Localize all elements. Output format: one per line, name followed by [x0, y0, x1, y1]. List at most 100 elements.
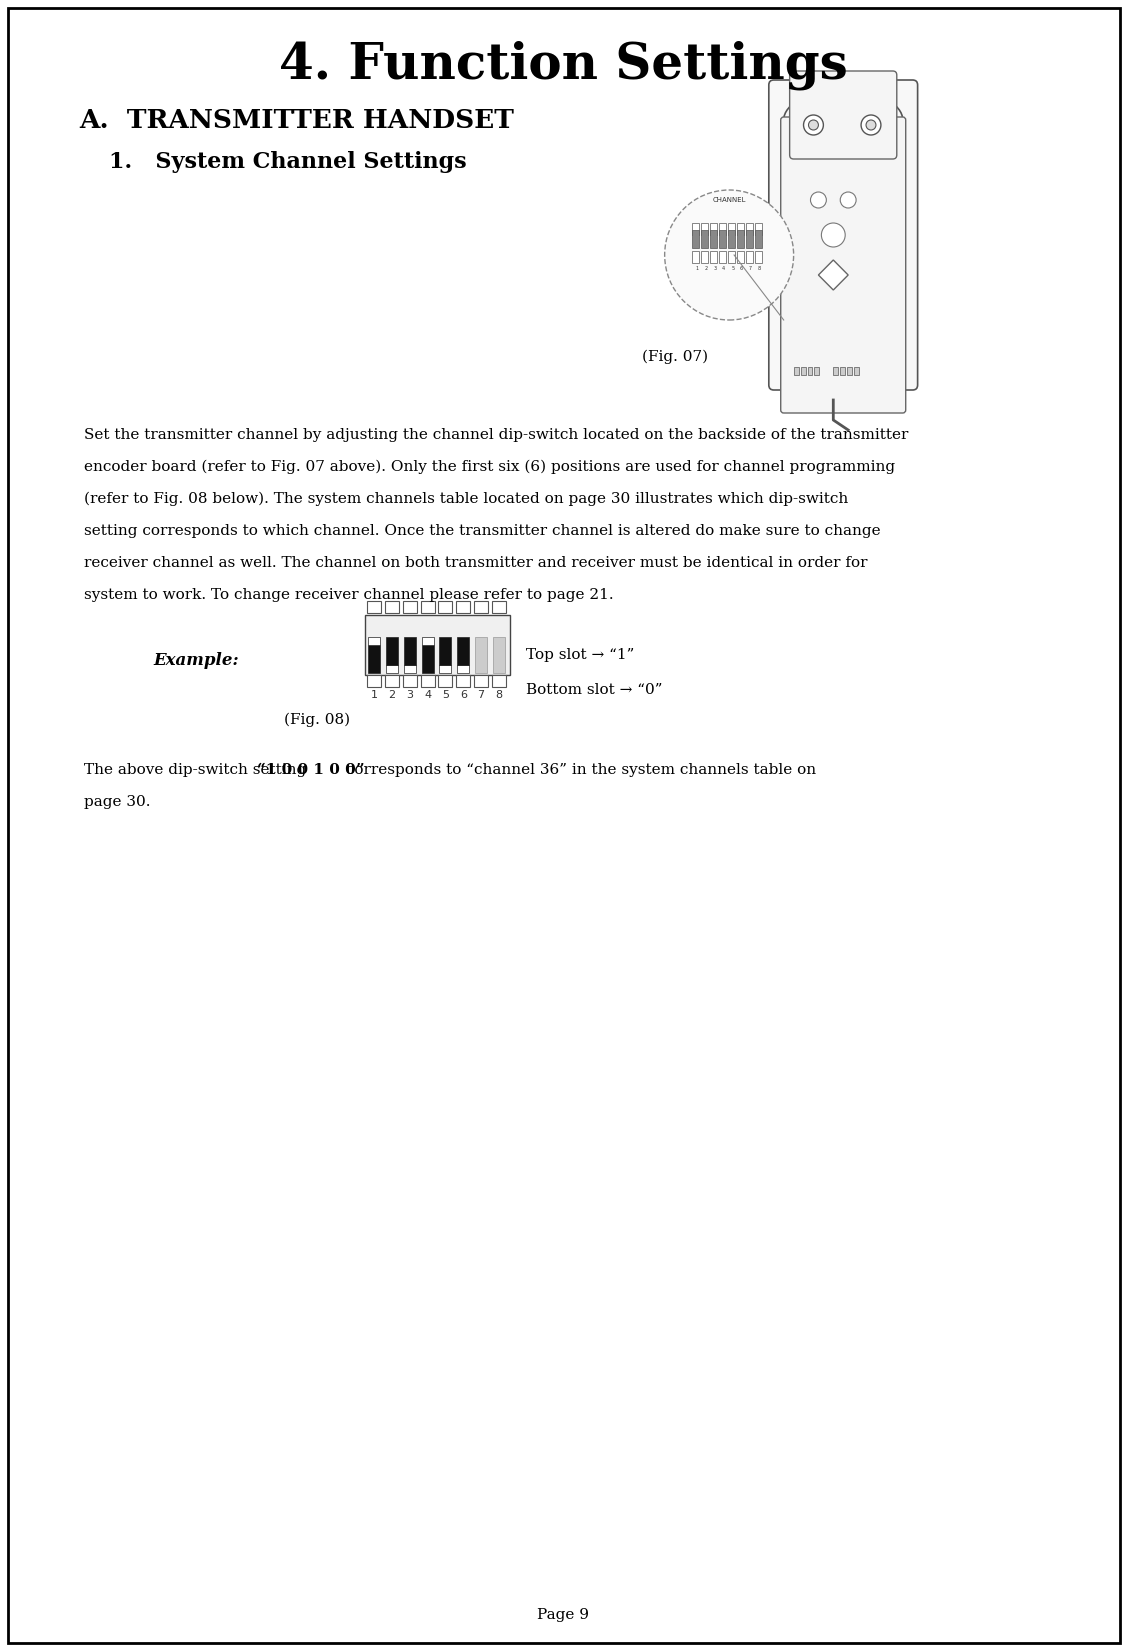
Circle shape [861, 116, 881, 135]
Bar [711, 223, 717, 234]
Bar [737, 223, 744, 234]
Text: 8: 8 [758, 266, 761, 271]
Text: encoder board (refer to Fig. 07 above). Only the first six (6) positions are use: encoder board (refer to Fig. 07 above). … [84, 461, 896, 474]
Circle shape [665, 190, 794, 320]
Circle shape [811, 192, 827, 208]
Bar [702, 251, 708, 263]
Bar [457, 665, 470, 674]
Text: Bottom slot → “0”: Bottom slot → “0” [525, 684, 662, 697]
Bar [456, 601, 471, 613]
Bar [402, 601, 416, 613]
Bar [737, 251, 744, 263]
Circle shape [866, 121, 875, 130]
Text: 2: 2 [704, 266, 707, 271]
Bar [692, 251, 699, 263]
Bar [385, 637, 398, 665]
Text: (refer to Fig. 08 below). The system channels table located on page 30 illustrat: (refer to Fig. 08 below). The system cha… [84, 492, 848, 507]
Bar [720, 229, 727, 248]
Bar [854, 367, 860, 375]
FancyBboxPatch shape [790, 71, 897, 158]
Circle shape [840, 192, 856, 208]
Text: Top slot → “1”: Top slot → “1” [525, 647, 634, 662]
Bar [728, 223, 736, 234]
Text: (Fig. 07): (Fig. 07) [641, 350, 707, 365]
Bar [755, 229, 762, 248]
Bar [794, 367, 798, 375]
Bar [840, 367, 845, 375]
Text: 2: 2 [388, 690, 396, 700]
Bar [711, 251, 717, 263]
Bar [746, 229, 753, 248]
Text: 3: 3 [406, 690, 413, 700]
Text: 1: 1 [371, 690, 377, 700]
Bar [422, 637, 433, 646]
Bar [692, 229, 699, 248]
Circle shape [808, 121, 819, 130]
Bar [457, 637, 470, 665]
Text: 7: 7 [749, 266, 752, 271]
Bar [422, 646, 433, 674]
Text: The above dip-switch setting: The above dip-switch setting [84, 763, 312, 778]
Bar [702, 223, 708, 234]
Bar [385, 675, 399, 687]
Circle shape [821, 223, 845, 248]
Bar [692, 223, 699, 234]
Bar [439, 675, 453, 687]
Bar [728, 251, 736, 263]
Text: 1: 1 [696, 266, 698, 271]
Bar [421, 675, 434, 687]
Bar [720, 223, 727, 234]
Circle shape [804, 116, 823, 135]
Bar [720, 251, 727, 263]
Bar [404, 665, 416, 674]
Text: Set the transmitter channel by adjusting the channel dip-switch located on the b: Set the transmitter channel by adjusting… [84, 428, 908, 442]
Text: 1.   System Channel Settings: 1. System Channel Settings [109, 150, 467, 173]
Text: 6: 6 [740, 266, 744, 271]
Text: page 30.: page 30. [84, 796, 151, 809]
Bar [492, 675, 506, 687]
Polygon shape [819, 259, 848, 291]
Text: system to work. To change receiver channel please refer to page 21.: system to work. To change receiver chann… [84, 588, 614, 603]
Bar [746, 251, 753, 263]
Text: 5: 5 [442, 690, 449, 700]
Bar [475, 637, 487, 674]
Bar [833, 367, 838, 375]
Text: 7: 7 [478, 690, 484, 700]
Bar [365, 616, 509, 675]
Bar [385, 601, 399, 613]
Text: corresponds to “channel 36” in the system channels table on: corresponds to “channel 36” in the syste… [341, 763, 816, 778]
Bar [737, 229, 744, 248]
Bar [847, 367, 852, 375]
Bar [404, 637, 416, 665]
Bar [456, 675, 471, 687]
Bar [702, 229, 708, 248]
Bar [474, 675, 488, 687]
Text: (Fig. 08): (Fig. 08) [284, 713, 350, 726]
Bar [440, 665, 451, 674]
Text: “1 0 0 1 0 0”: “1 0 0 1 0 0” [257, 763, 365, 778]
Bar [368, 637, 380, 646]
Bar [814, 367, 820, 375]
Bar [421, 601, 434, 613]
Text: 5: 5 [731, 266, 735, 271]
Text: 8: 8 [496, 690, 503, 700]
Text: receiver channel as well. The channel on both transmitter and receiver must be i: receiver channel as well. The channel on… [84, 556, 868, 570]
Bar [367, 601, 381, 613]
Bar [368, 646, 380, 674]
Text: Example:: Example: [153, 652, 240, 669]
Text: 6: 6 [459, 690, 467, 700]
Bar [367, 675, 381, 687]
Text: setting corresponds to which channel. Once the transmitter channel is altered do: setting corresponds to which channel. On… [84, 523, 881, 538]
Text: 4: 4 [722, 266, 725, 271]
Bar [746, 223, 753, 234]
Bar [439, 601, 453, 613]
Bar [728, 229, 736, 248]
Bar [474, 601, 488, 613]
Text: 4. Function Settings: 4. Function Settings [279, 40, 848, 89]
FancyBboxPatch shape [781, 117, 906, 413]
Bar [755, 223, 762, 234]
Bar [402, 675, 416, 687]
Bar [711, 229, 717, 248]
Bar [807, 367, 813, 375]
Bar [492, 601, 506, 613]
